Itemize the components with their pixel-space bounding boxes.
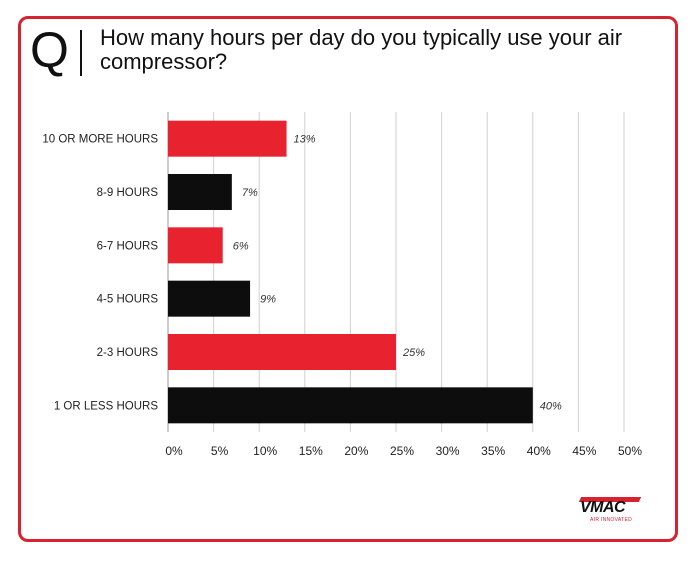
category-label: 8-9 HOURS: [97, 187, 159, 199]
x-tick-label: 10%: [253, 444, 277, 458]
category-label: 2-3 HOURS: [97, 347, 159, 359]
grid-lines: [167, 112, 625, 432]
bar-4-5-hours: [168, 280, 251, 317]
data-label: 6%: [233, 240, 249, 252]
x-tick-labels: 0% 5% 10% 15% 20% 25% 30% 35% 40% 45% 50%: [165, 444, 642, 458]
bars: [168, 120, 533, 424]
title-divider: [80, 30, 82, 76]
x-tick-label: 25%: [390, 444, 414, 458]
data-label: 40%: [540, 400, 562, 412]
logo-tagline: AIR INNOVATED: [590, 517, 633, 523]
category-label: 1 OR LESS HOURS: [54, 400, 158, 412]
logo-wordmark: VMAC: [580, 499, 626, 516]
bar-1-or-less-hours: [168, 387, 533, 424]
data-label: 7%: [242, 187, 258, 199]
data-label: 13%: [294, 134, 316, 146]
bar-6-7-hours: [168, 227, 223, 264]
bar-10-or-more-hours: [168, 120, 287, 157]
bar-8-9-hours: [168, 174, 232, 210]
x-tick-label: 50%: [618, 444, 642, 458]
question-marker: Q: [30, 22, 69, 78]
category-labels: 10 OR MORE HOURS 8-9 HOURS 6-7 HOURS 4-5 HO…: [42, 134, 158, 413]
data-labels: 13% 7% 6% 9% 25% 40%: [233, 134, 562, 413]
bar-2-3-hours: [168, 334, 396, 370]
category-label: 4-5 HOURS: [97, 294, 159, 306]
data-label: 9%: [260, 294, 276, 306]
x-tick-label: 20%: [344, 444, 368, 458]
x-tick-label: 40%: [527, 444, 551, 458]
category-label: 10 OR MORE HOURS: [42, 134, 158, 146]
x-tick-label: 5%: [211, 444, 229, 458]
chart-title: How many hours per day do you typically …: [100, 25, 623, 74]
x-tick-label: 30%: [436, 444, 460, 458]
x-tick-label: 0%: [165, 444, 183, 458]
x-tick-label: 35%: [481, 444, 505, 458]
data-label: 25%: [402, 347, 425, 359]
x-tick-label: 45%: [572, 444, 596, 458]
vmac-logo: VMAC AIR INNOVATED: [578, 497, 646, 526]
x-tick-label: 15%: [299, 444, 323, 458]
category-label: 6-7 HOURS: [97, 240, 159, 252]
chart-card: [18, 16, 678, 542]
